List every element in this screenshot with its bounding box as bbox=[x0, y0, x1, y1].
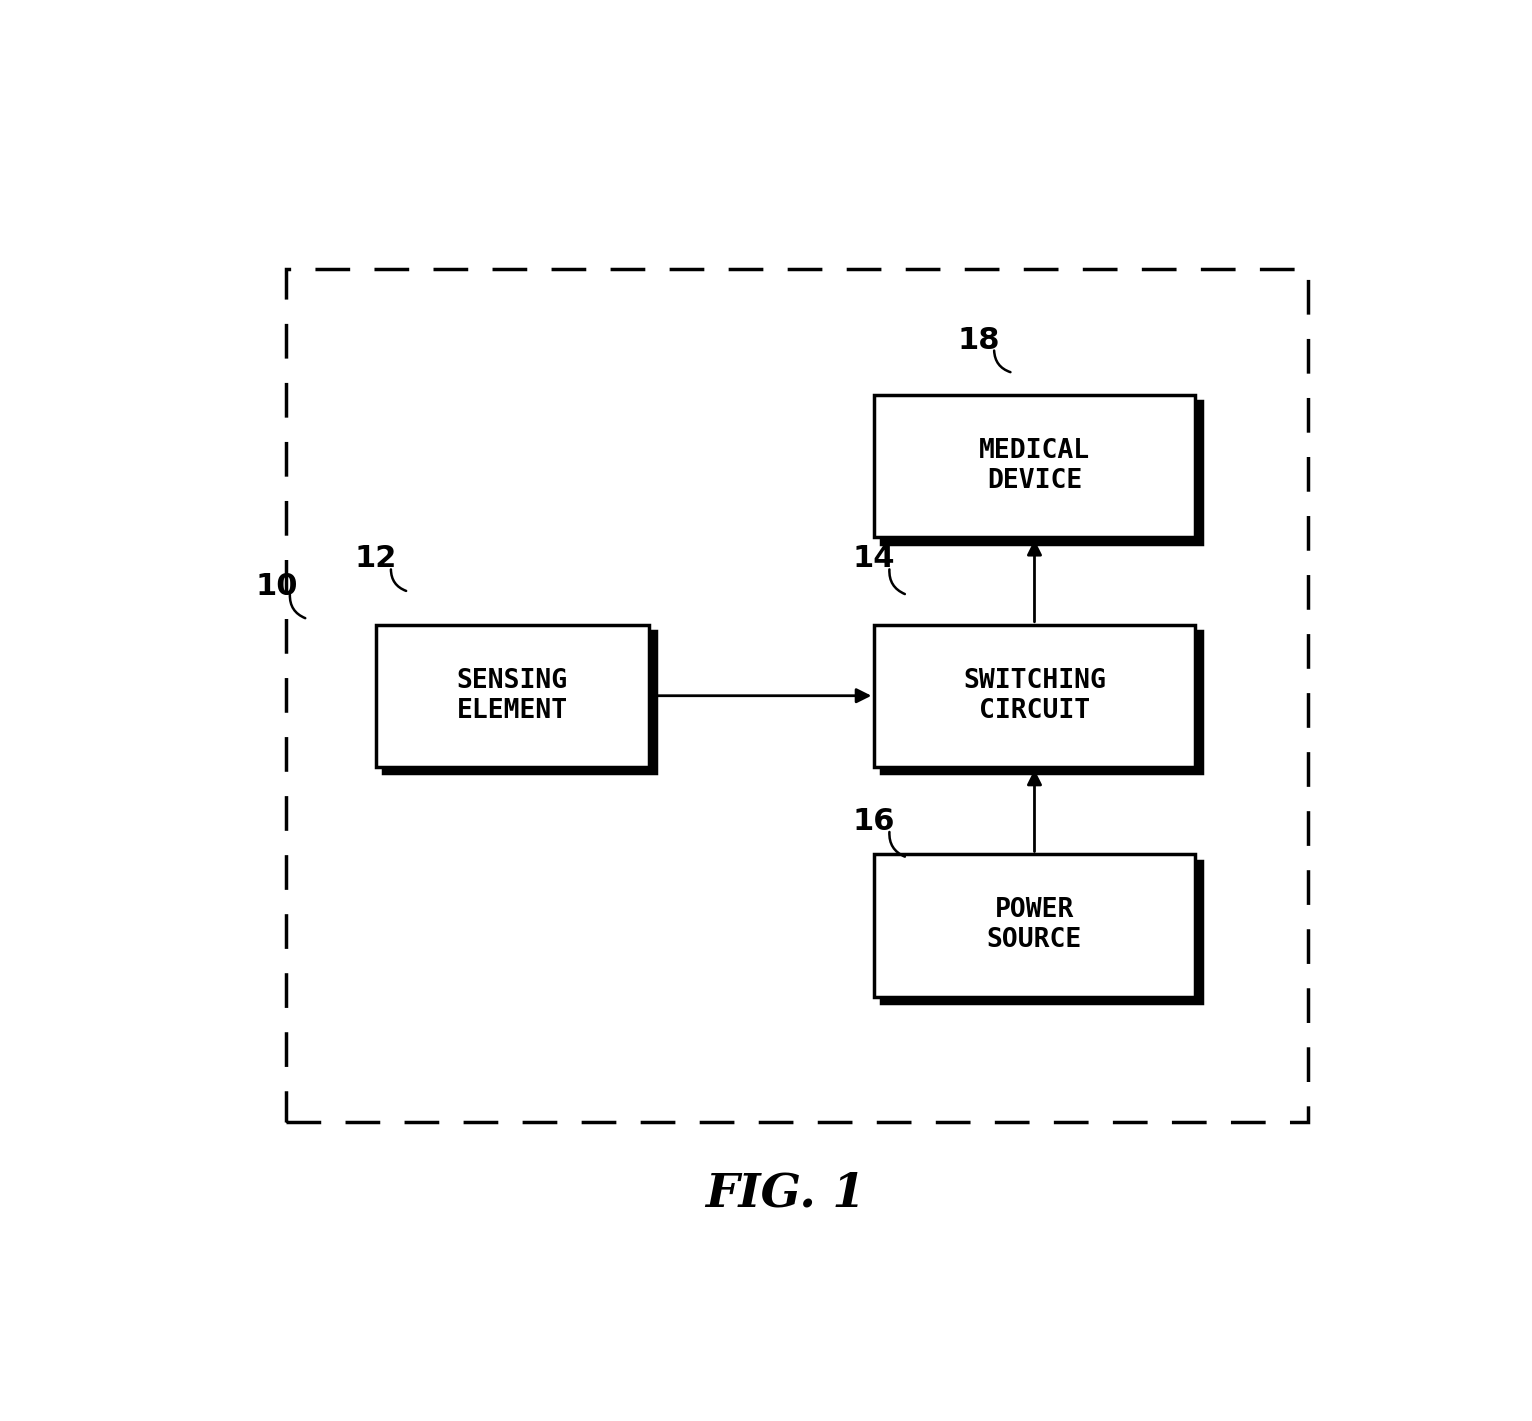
FancyBboxPatch shape bbox=[383, 631, 656, 773]
FancyBboxPatch shape bbox=[375, 625, 648, 767]
Text: SWITCHING
CIRCUIT: SWITCHING CIRCUIT bbox=[964, 668, 1106, 723]
Text: POWER
SOURCE: POWER SOURCE bbox=[987, 898, 1082, 953]
Text: SENSING
ELEMENT: SENSING ELEMENT bbox=[457, 668, 568, 723]
Text: 14: 14 bbox=[853, 544, 895, 574]
FancyBboxPatch shape bbox=[881, 861, 1203, 1003]
FancyBboxPatch shape bbox=[875, 854, 1195, 996]
Text: 12: 12 bbox=[354, 544, 397, 574]
Text: 16: 16 bbox=[853, 807, 895, 836]
FancyBboxPatch shape bbox=[881, 631, 1203, 773]
FancyBboxPatch shape bbox=[875, 395, 1195, 537]
Text: 10: 10 bbox=[256, 571, 299, 601]
Text: 18: 18 bbox=[958, 325, 1000, 355]
FancyBboxPatch shape bbox=[875, 625, 1195, 767]
Text: MEDICAL
DEVICE: MEDICAL DEVICE bbox=[979, 438, 1091, 495]
FancyBboxPatch shape bbox=[881, 401, 1203, 544]
Text: FIG. 1: FIG. 1 bbox=[705, 1171, 866, 1216]
